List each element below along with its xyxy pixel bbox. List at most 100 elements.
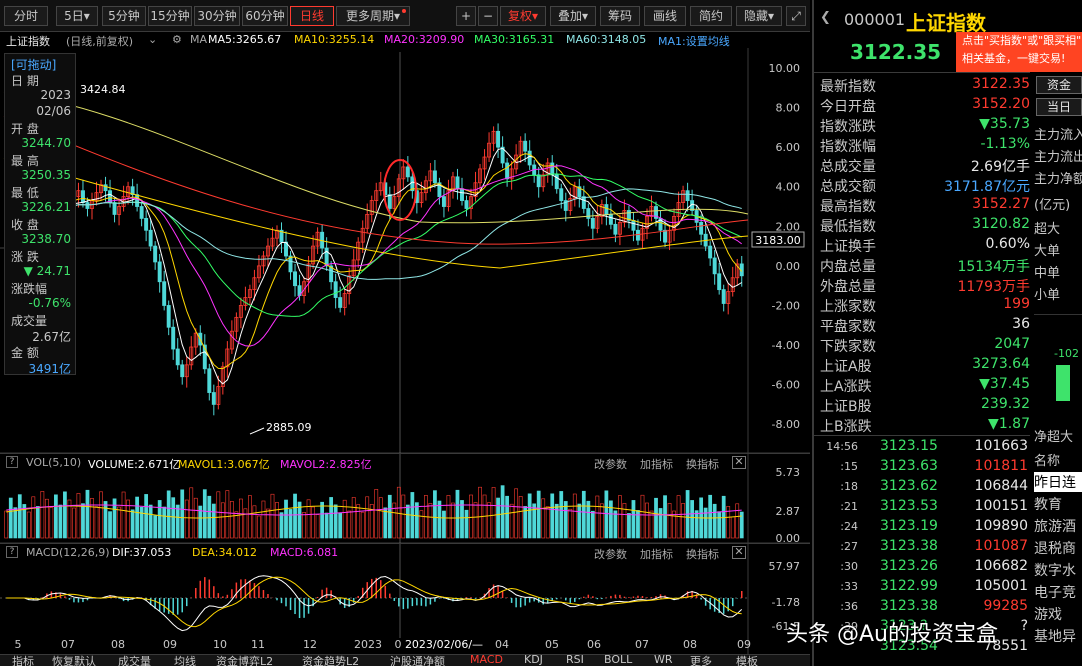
stat-label: 外盘总量 (820, 279, 876, 295)
tab-template[interactable]: 模板 (736, 655, 758, 666)
candle-body (135, 194, 140, 207)
volume-bar (239, 498, 243, 539)
x-tick-label: 08 (683, 638, 697, 651)
volume-bar (40, 491, 45, 539)
volume-bar (613, 510, 618, 539)
vol-y-tick-label: 0.00 (776, 532, 801, 545)
tab-kdj[interactable]: KDJ (524, 653, 543, 666)
tab-rsi[interactable]: RSI (566, 653, 584, 666)
candle-body (180, 364, 185, 378)
close-icon[interactable]: ✕ (732, 456, 746, 469)
switch-indicator-link[interactable]: 换指标 (686, 548, 719, 561)
drag-hint[interactable]: [可拖动] (11, 58, 57, 72)
volume-bar (469, 494, 473, 539)
tab-northbound[interactable]: 沪股通净额 (390, 655, 445, 666)
sector-item[interactable]: 教育 (1034, 497, 1062, 513)
zoom-in-button[interactable]: + (456, 6, 476, 26)
period-tab-5min[interactable]: 5分钟 (102, 6, 146, 26)
add-indicator-link[interactable]: 加指标 (640, 548, 673, 561)
period-tab-intraday[interactable]: 分时 (4, 6, 48, 26)
side-yesterday-limit[interactable]: 昨日连 (1034, 472, 1082, 492)
promo-banner[interactable]: 点击"买指数"或"跟买相" 相关基金，一键交易! (956, 32, 1082, 72)
x-tick-label: 08 (111, 638, 125, 651)
volume-bar (636, 510, 640, 539)
period-tab-30min[interactable]: 30分钟 (194, 6, 240, 26)
ohlc-info-box[interactable]: [可拖动] 日 期 2023 02/06 开 盘 3244.70 最 高 325… (4, 53, 76, 376)
price-grid (0, 48, 810, 654)
tab-wr[interactable]: WR (654, 653, 673, 666)
tab-ma[interactable]: 均线 (174, 655, 196, 666)
volume-bar (559, 491, 564, 539)
overlay-button[interactable]: 叠加▾ (550, 6, 596, 26)
tick-time: :21 (840, 500, 858, 513)
side-small: 小单 (1034, 288, 1061, 303)
chips-button[interactable]: 筹码 (600, 6, 640, 26)
expand-icon[interactable]: ⤢ (786, 6, 806, 26)
period-tab-15min[interactable]: 15分钟 (148, 6, 192, 26)
sector-item[interactable]: 电子竞 (1034, 585, 1076, 601)
period-tab-60min[interactable]: 60分钟 (242, 6, 288, 26)
volume-bar (414, 502, 419, 539)
switch-indicator-link[interactable]: 换指标 (686, 458, 719, 471)
tab-macd[interactable]: MACD (470, 653, 503, 666)
kline-chart[interactable]: 10.00 8.00 6.00 4.00 2.00 0.00 -2.00 -4.00 -6.00… (0, 48, 810, 654)
candle-body (599, 204, 604, 217)
candle-body (428, 170, 433, 182)
period-tab-daily[interactable]: 日线 (290, 6, 334, 26)
candle-body (735, 263, 740, 279)
candle-body (663, 229, 668, 243)
stat-row: 总成交量 2.69亿手 (820, 156, 1030, 176)
volume-bar (90, 498, 94, 539)
macd-indicator-name: MACD(12,26,9) (26, 546, 110, 559)
tab-more[interactable]: 更多 (690, 655, 712, 666)
hide-button[interactable]: 隐藏▾ (736, 6, 782, 26)
fund-button[interactable]: 资金 (1036, 76, 1082, 94)
chevron-left-icon[interactable]: ❮ (820, 10, 831, 25)
tab-boll[interactable]: BOLL (604, 653, 633, 666)
sector-item[interactable]: 旅游酒 (1034, 519, 1076, 535)
ma-info-line: 上证指数 (日线,前复权) ⌄ ⚙ MA MA5:3265.67 MA10:32… (0, 32, 810, 48)
volume-bar (198, 505, 203, 539)
add-indicator-link[interactable]: 加指标 (640, 458, 673, 471)
volume-bar (645, 502, 649, 539)
adjust-button[interactable]: 复权▾ (500, 6, 546, 26)
simple-mode-button[interactable]: 简约 (690, 6, 732, 26)
tick-price: 3123.38 (880, 598, 938, 614)
tab-reset-default[interactable]: 恢复默认 (52, 655, 96, 666)
sector-item[interactable]: 基地异 (1034, 629, 1076, 645)
tick-time: :15 (840, 460, 858, 473)
help-icon[interactable]: ? (6, 546, 18, 558)
volume-bar (17, 494, 22, 539)
zoom-out-button[interactable]: − (478, 6, 498, 26)
period-tab-5day[interactable]: 5日▾ (56, 6, 98, 26)
ma1-setting[interactable]: MA1:设置均线 (658, 35, 730, 48)
tab-fund-trend[interactable]: 资金趋势L2 (302, 655, 360, 666)
tab-volume[interactable]: 成交量 (118, 655, 151, 666)
x-tick-label: 09 (163, 638, 177, 651)
amount-value: 3491亿 (28, 362, 71, 376)
settings-icon[interactable]: ⚙ (172, 33, 182, 46)
volume-bar (180, 489, 185, 539)
candle-body (405, 166, 410, 178)
sector-item[interactable]: 游戏 (1034, 607, 1062, 623)
candle-body (148, 229, 153, 247)
tab-indicator[interactable]: 指标 (12, 655, 34, 666)
edit-params-link[interactable]: 改参数 (594, 458, 627, 471)
draw-line-button[interactable]: 画线 (644, 6, 686, 26)
period-tab-more[interactable]: 更多周期▾ (336, 6, 410, 26)
flow-bar (1056, 365, 1070, 401)
help-icon[interactable]: ? (6, 456, 18, 468)
tab-fund-game[interactable]: 资金博弈L2 (216, 655, 274, 666)
volume-bar (216, 491, 221, 539)
stat-value: 3171.87亿元 (944, 179, 1030, 195)
candles (4, 123, 744, 416)
volume-bar (690, 500, 694, 539)
volume-bar (464, 509, 469, 539)
close-icon[interactable]: ✕ (732, 546, 746, 559)
edit-params-link[interactable]: 改参数 (594, 548, 627, 561)
chevron-down-icon[interactable]: ⌄ (148, 33, 158, 46)
today-button[interactable]: 当日 (1036, 98, 1082, 116)
sector-item[interactable]: 退税商 (1034, 541, 1076, 557)
volume-bar (667, 503, 672, 539)
sector-item[interactable]: 数字水 (1034, 563, 1076, 579)
